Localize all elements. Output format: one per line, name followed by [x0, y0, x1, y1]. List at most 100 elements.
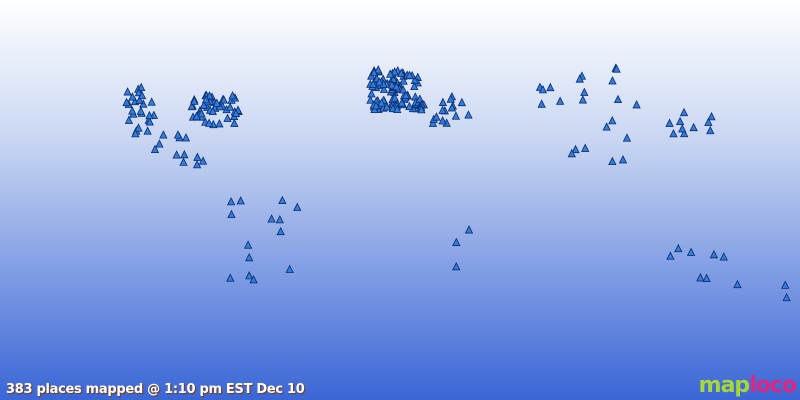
place-marker[interactable]: [410, 81, 419, 91]
place-marker[interactable]: [438, 105, 447, 114]
place-marker[interactable]: [719, 252, 728, 261]
place-marker[interactable]: [390, 93, 400, 102]
place-marker[interactable]: [702, 273, 711, 282]
place-marker[interactable]: [199, 100, 208, 109]
place-marker[interactable]: [382, 102, 392, 111]
place-marker[interactable]: [147, 97, 156, 106]
place-marker[interactable]: [432, 112, 441, 121]
place-marker[interactable]: [172, 150, 181, 159]
place-marker[interactable]: [249, 274, 258, 284]
place-marker[interactable]: [155, 139, 164, 148]
place-marker[interactable]: [228, 90, 237, 100]
place-marker[interactable]: [608, 115, 617, 125]
place-marker[interactable]: [173, 130, 183, 139]
place-marker[interactable]: [136, 106, 145, 115]
place-marker[interactable]: [613, 94, 623, 104]
place-marker[interactable]: [405, 70, 414, 79]
place-marker[interactable]: [581, 143, 590, 152]
place-marker[interactable]: [428, 118, 438, 127]
place-marker[interactable]: [275, 214, 284, 224]
place-marker[interactable]: [675, 116, 685, 125]
place-marker[interactable]: [537, 99, 546, 108]
place-marker[interactable]: [417, 104, 426, 114]
place-marker[interactable]: [457, 97, 467, 107]
place-marker[interactable]: [192, 111, 201, 121]
place-marker[interactable]: [678, 124, 687, 133]
place-marker[interactable]: [285, 264, 294, 273]
place-marker[interactable]: [632, 100, 641, 109]
place-marker[interactable]: [369, 67, 379, 77]
place-marker[interactable]: [567, 148, 576, 158]
place-marker[interactable]: [223, 113, 232, 122]
place-marker[interactable]: [190, 96, 199, 105]
place-marker[interactable]: [669, 128, 678, 138]
place-marker[interactable]: [446, 94, 455, 103]
place-marker[interactable]: [464, 110, 473, 119]
place-marker[interactable]: [405, 101, 414, 110]
place-marker[interactable]: [386, 69, 395, 78]
place-marker[interactable]: [696, 273, 705, 282]
place-marker[interactable]: [689, 122, 698, 132]
place-marker[interactable]: [226, 196, 236, 206]
place-marker[interactable]: [538, 84, 548, 94]
place-marker[interactable]: [392, 81, 401, 91]
place-marker[interactable]: [618, 155, 628, 164]
place-marker[interactable]: [578, 95, 588, 104]
place-marker[interactable]: [201, 94, 211, 104]
place-marker[interactable]: [393, 104, 402, 113]
place-marker[interactable]: [267, 214, 276, 223]
place-marker[interactable]: [608, 156, 617, 166]
place-marker[interactable]: [704, 117, 713, 126]
place-marker[interactable]: [276, 226, 285, 236]
place-marker[interactable]: [128, 92, 137, 101]
place-marker[interactable]: [452, 237, 461, 246]
place-marker[interactable]: [219, 95, 228, 104]
maploco-logo[interactable]: maploco: [698, 373, 797, 398]
place-marker[interactable]: [137, 90, 147, 100]
place-marker[interactable]: [397, 68, 406, 77]
place-marker[interactable]: [438, 116, 447, 125]
place-marker[interactable]: [243, 240, 253, 249]
place-marker[interactable]: [464, 225, 474, 234]
place-marker[interactable]: [399, 76, 408, 85]
place-marker[interactable]: [709, 249, 719, 259]
place-marker[interactable]: [137, 82, 146, 92]
place-marker[interactable]: [665, 118, 674, 127]
place-marker[interactable]: [397, 98, 406, 107]
place-marker[interactable]: [197, 108, 206, 118]
place-marker[interactable]: [204, 118, 214, 127]
place-marker[interactable]: [205, 91, 214, 100]
place-marker[interactable]: [680, 128, 689, 138]
place-marker[interactable]: [179, 157, 188, 166]
place-marker[interactable]: [226, 273, 235, 282]
place-marker[interactable]: [686, 247, 696, 256]
place-marker[interactable]: [131, 128, 140, 138]
place-marker[interactable]: [707, 111, 716, 121]
place-marker[interactable]: [733, 279, 742, 289]
place-marker[interactable]: [278, 195, 287, 205]
place-marker[interactable]: [208, 106, 217, 116]
place-marker[interactable]: [452, 262, 461, 271]
place-marker[interactable]: [608, 76, 617, 85]
place-marker[interactable]: [679, 107, 689, 117]
place-marker[interactable]: [225, 102, 235, 111]
place-marker[interactable]: [124, 115, 134, 124]
place-marker[interactable]: [580, 87, 589, 96]
place-marker[interactable]: [367, 89, 376, 98]
place-marker[interactable]: [369, 79, 378, 88]
place-marker[interactable]: [123, 87, 132, 96]
place-marker[interactable]: [374, 65, 383, 74]
place-marker[interactable]: [782, 292, 791, 302]
place-marker[interactable]: [612, 64, 621, 73]
place-marker[interactable]: [377, 98, 386, 107]
place-marker[interactable]: [371, 101, 381, 110]
place-marker[interactable]: [122, 97, 131, 106]
place-marker[interactable]: [245, 271, 254, 280]
place-marker[interactable]: [245, 252, 254, 262]
place-marker[interactable]: [135, 95, 144, 104]
place-marker[interactable]: [401, 90, 410, 99]
place-marker[interactable]: [571, 144, 580, 154]
place-marker[interactable]: [390, 67, 399, 76]
place-marker[interactable]: [674, 243, 683, 253]
